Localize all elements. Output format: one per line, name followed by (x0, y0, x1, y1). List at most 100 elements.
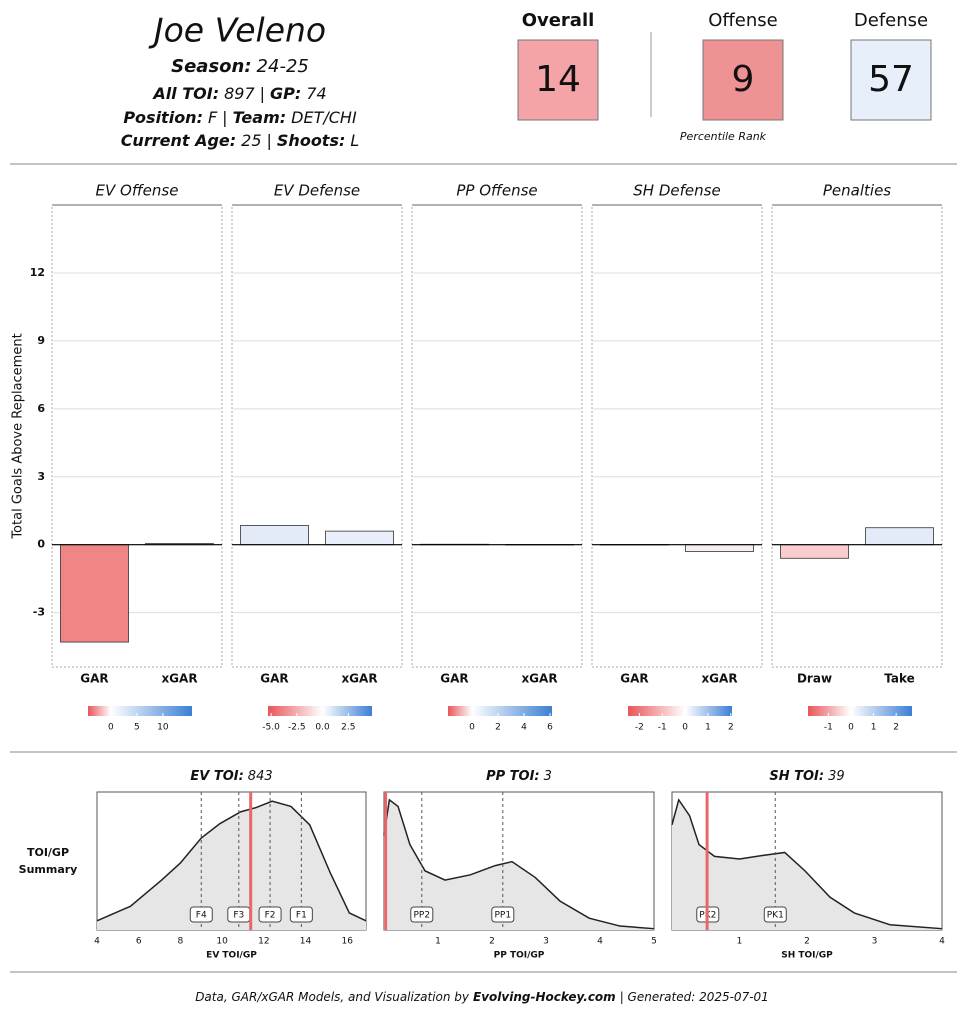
footer: Data, GAR/xGAR Models, and Visualization… (195, 990, 769, 1004)
panel-title: PP TOI: 3 (486, 769, 552, 784)
panel-title-value: 843 (248, 769, 273, 784)
x-tick-label: GAR (260, 672, 288, 686)
x-tick-label: 1 (435, 937, 441, 947)
x-tick-label: xGAR (341, 672, 377, 686)
scale-tick-label: 2 (893, 723, 899, 733)
bar (865, 527, 934, 546)
info-line: All TOI: 897 | GP: 74 (151, 84, 326, 103)
info-label: GP: (270, 84, 301, 103)
score-value: 14 (535, 59, 581, 100)
y-tick-label: -3 (33, 606, 45, 619)
score-note: Percentile Rank (680, 130, 767, 143)
scale-tick-label: 2 (495, 723, 501, 733)
tier-label: F2 (265, 911, 276, 921)
panel-title-label: SH TOI: (769, 769, 824, 784)
panel-title: SH TOI: 39 (769, 769, 844, 784)
info-value: 25 (241, 131, 261, 150)
x-tick-label: 3 (543, 937, 549, 947)
x-tick-label: 10 (216, 937, 228, 947)
scale-tick-label: 5 (134, 723, 140, 733)
x-tick-label: 5 (651, 937, 657, 947)
tier-label: PP2 (414, 911, 431, 921)
scale-tick-label: -2.5 (288, 723, 306, 733)
scale-tick-label: 0 (469, 723, 475, 733)
info-label: Shoots: (277, 131, 345, 150)
score-value: 57 (868, 59, 914, 100)
x-tick-label: GAR (440, 672, 468, 686)
score-box (517, 39, 599, 121)
y-tick-label: 12 (30, 266, 45, 279)
footer-generated: | Generated: 2025-07-01 (620, 990, 769, 1004)
density-area (97, 801, 366, 930)
tier-label: PK1 (767, 911, 784, 921)
scale-tick-label: 6 (547, 723, 553, 733)
side-label: TOI/GP (27, 846, 69, 859)
scale-tick-label: 2 (728, 723, 734, 733)
x-tick-label: 4 (939, 937, 945, 947)
facet-title: EV Offense (96, 182, 179, 200)
info-value: DET/CHI (291, 108, 357, 127)
tier-box (189, 906, 213, 923)
player-name: Joe Veleno (148, 11, 326, 50)
facet-title: Penalties (823, 182, 891, 200)
facet-title: PP Offense (456, 182, 537, 200)
tier-box (289, 906, 313, 923)
score-box (702, 39, 784, 121)
separator: | (260, 84, 265, 103)
x-axis-label: EV TOI/GP (206, 951, 257, 961)
y-tick-label: 6 (37, 402, 45, 415)
tier-label: F3 (233, 911, 244, 921)
tier-label: F4 (196, 911, 207, 921)
x-tick-label: 4 (597, 937, 603, 947)
x-tick-label: Take (884, 672, 915, 686)
scale-tick-label: -1 (658, 723, 667, 733)
info-line: Current Age: 25 | Shoots: L (121, 131, 360, 150)
tier-box (410, 906, 434, 923)
info-value: 74 (306, 84, 326, 103)
facet-title: EV Defense (274, 182, 360, 200)
bar (60, 544, 129, 643)
x-tick-label: 6 (136, 937, 142, 947)
scale-tick-label: 1 (705, 723, 711, 733)
scale-tick-label: -5.0 (262, 723, 280, 733)
color-scale (808, 706, 912, 716)
panel-title-label: PP TOI: (486, 769, 540, 784)
scale-tick-label: 1 (871, 723, 877, 733)
x-tick-label: 2 (489, 937, 495, 947)
y-tick-label: 0 (37, 538, 45, 551)
score-value: 9 (732, 59, 755, 100)
x-tick-label: 1 (737, 937, 743, 947)
info-value: 24-25 (257, 56, 309, 77)
x-tick-label: Draw (797, 672, 832, 686)
scale-tick-label: 0 (848, 723, 854, 733)
scale-tick-label: -1 (824, 723, 833, 733)
tier-label: PP1 (495, 911, 512, 921)
x-tick-label: GAR (80, 672, 108, 686)
x-tick-label: GAR (620, 672, 648, 686)
scale-tick-label: 4 (521, 723, 527, 733)
panel-border (771, 204, 943, 668)
separator: | (267, 131, 272, 150)
density-area (672, 799, 942, 930)
y-tick-label: 3 (37, 470, 45, 483)
x-tick-label: 4 (94, 937, 100, 947)
x-tick-label: 8 (178, 937, 184, 947)
score-box (850, 39, 932, 121)
panel-title-value: 3 (544, 769, 552, 784)
x-tick-label: 3 (872, 937, 878, 947)
color-scale (448, 706, 552, 716)
info-value: L (350, 131, 359, 150)
color-scale (88, 706, 192, 716)
panel-border (591, 204, 763, 668)
density-area (384, 799, 654, 930)
panel-title: EV TOI: 843 (190, 769, 272, 784)
tier-box (491, 906, 515, 923)
tier-box (258, 906, 282, 923)
tier-box (763, 906, 787, 923)
color-scale (628, 706, 732, 716)
separator: | (222, 108, 227, 127)
bar (685, 544, 754, 552)
x-tick-label: xGAR (161, 672, 197, 686)
y-tick-label: 9 (37, 334, 45, 347)
